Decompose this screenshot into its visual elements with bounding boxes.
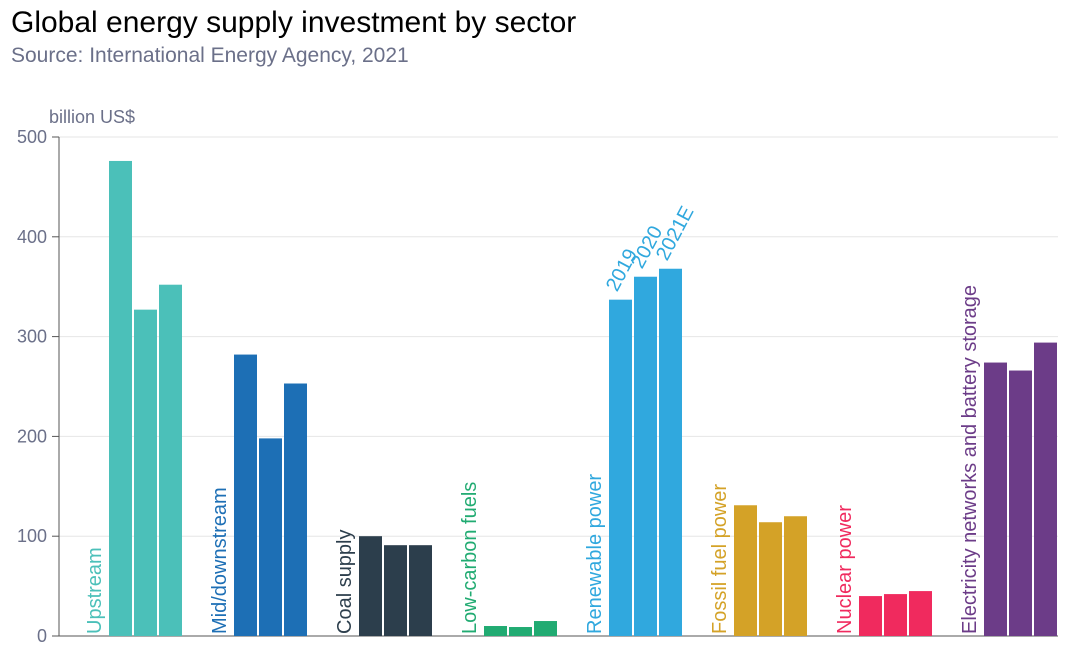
bar bbox=[909, 591, 932, 636]
y-tick-label: 300 bbox=[17, 327, 47, 347]
y-tick-label: 200 bbox=[17, 426, 47, 446]
bar bbox=[134, 309, 157, 636]
bar bbox=[859, 596, 882, 636]
bar bbox=[359, 536, 382, 636]
category-label: Electricity networks and battery storage bbox=[959, 285, 981, 634]
bar bbox=[634, 276, 657, 636]
bar bbox=[234, 354, 257, 636]
bar bbox=[1034, 342, 1057, 636]
bar bbox=[984, 362, 1007, 636]
category-label: Upstream bbox=[84, 547, 106, 634]
category-label: Mid/downstream bbox=[209, 487, 231, 634]
bar bbox=[609, 299, 632, 636]
y-tick-label: 500 bbox=[17, 127, 47, 147]
chart-title: Global energy supply investment by secto… bbox=[11, 6, 577, 39]
bar bbox=[484, 626, 507, 636]
y-tick-label: 100 bbox=[17, 526, 47, 546]
bar bbox=[159, 284, 182, 636]
category-label: Renewable power bbox=[584, 474, 606, 634]
category-label: Low-carbon fuels bbox=[459, 482, 481, 634]
bar bbox=[284, 383, 307, 636]
y-axis-unit-label: billion US$ bbox=[49, 107, 135, 127]
bar bbox=[734, 505, 757, 636]
y-tick-label: 0 bbox=[37, 626, 47, 646]
bar bbox=[509, 627, 532, 636]
category-label: Fossil fuel power bbox=[709, 484, 731, 634]
category-label: Coal supply bbox=[334, 529, 356, 634]
bar bbox=[659, 268, 682, 636]
y-tick-label: 400 bbox=[17, 227, 47, 247]
bar bbox=[884, 594, 907, 636]
bar bbox=[109, 160, 132, 636]
bar bbox=[384, 545, 407, 636]
bar bbox=[784, 516, 807, 636]
bar bbox=[759, 522, 782, 636]
bar bbox=[1009, 370, 1032, 636]
bar bbox=[534, 621, 557, 636]
bar bbox=[409, 545, 432, 636]
chart-subtitle: Source: International Energy Agency, 202… bbox=[11, 44, 409, 67]
bar bbox=[259, 438, 282, 636]
category-label: Nuclear power bbox=[834, 505, 856, 634]
